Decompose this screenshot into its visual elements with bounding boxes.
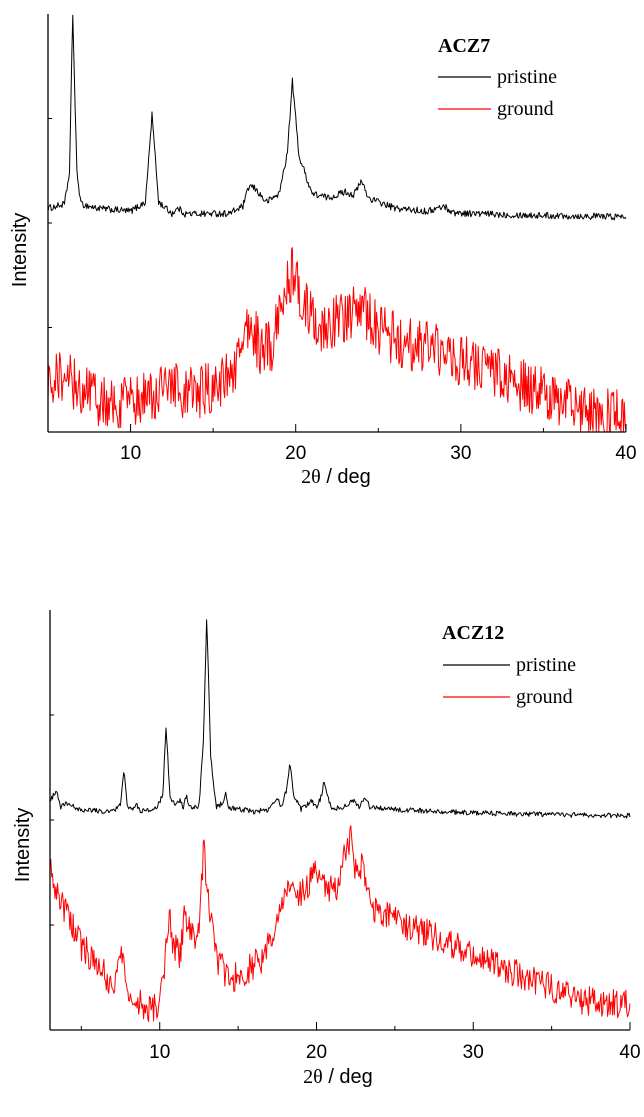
x-axis-label-theta: 2θ (301, 466, 321, 488)
series-ground-line (49, 825, 631, 1022)
trace-layer (47, 14, 627, 433)
panel-acz12: 10 20 30 40 Intensity 2θ / deg ACZ12 pristi… (12, 610, 641, 1088)
legend-label-ground: ground (516, 686, 573, 708)
series-pristine-line (47, 14, 627, 221)
x-ticks: 10 20 30 40 (50, 714, 641, 1063)
legend: ACZ7 pristine ground (438, 35, 557, 120)
legend: ACZ12 pristine ground (442, 622, 576, 708)
y-axis-label: Intensity (12, 808, 34, 882)
x-ticks: 10 20 30 40 (47, 118, 637, 464)
x-axis-label-theta: 2θ (303, 1066, 323, 1088)
series-pristine-line (49, 619, 631, 819)
x-axis-label-unit: / deg (321, 466, 371, 488)
x-tick-label: 30 (463, 1042, 484, 1063)
x-tick-label: 40 (619, 1042, 640, 1063)
legend-label-ground: ground (497, 98, 554, 120)
trace-layer (49, 619, 631, 1022)
legend-label-pristine: pristine (497, 66, 557, 88)
x-tick-label: 10 (149, 1042, 170, 1063)
y-axis-label: Intensity (9, 213, 31, 287)
panel-acz7: 10 20 30 40 Intensity 2θ / deg ACZ7 pristin… (9, 14, 637, 488)
legend-label-pristine: pristine (516, 654, 576, 676)
series-ground-line (47, 247, 627, 433)
x-axis-label-unit: / deg (323, 1066, 373, 1088)
x-axis-label: 2θ / deg (303, 1066, 373, 1088)
x-tick-label: 30 (450, 443, 471, 464)
x-tick-label: 20 (285, 443, 306, 464)
x-tick-label: 10 (120, 443, 141, 464)
x-axis-label: 2θ / deg (301, 466, 371, 488)
legend-title: ACZ7 (438, 35, 490, 57)
x-tick-label: 20 (306, 1042, 327, 1063)
x-tick-label: 40 (615, 443, 636, 464)
legend-title: ACZ12 (442, 622, 504, 644)
